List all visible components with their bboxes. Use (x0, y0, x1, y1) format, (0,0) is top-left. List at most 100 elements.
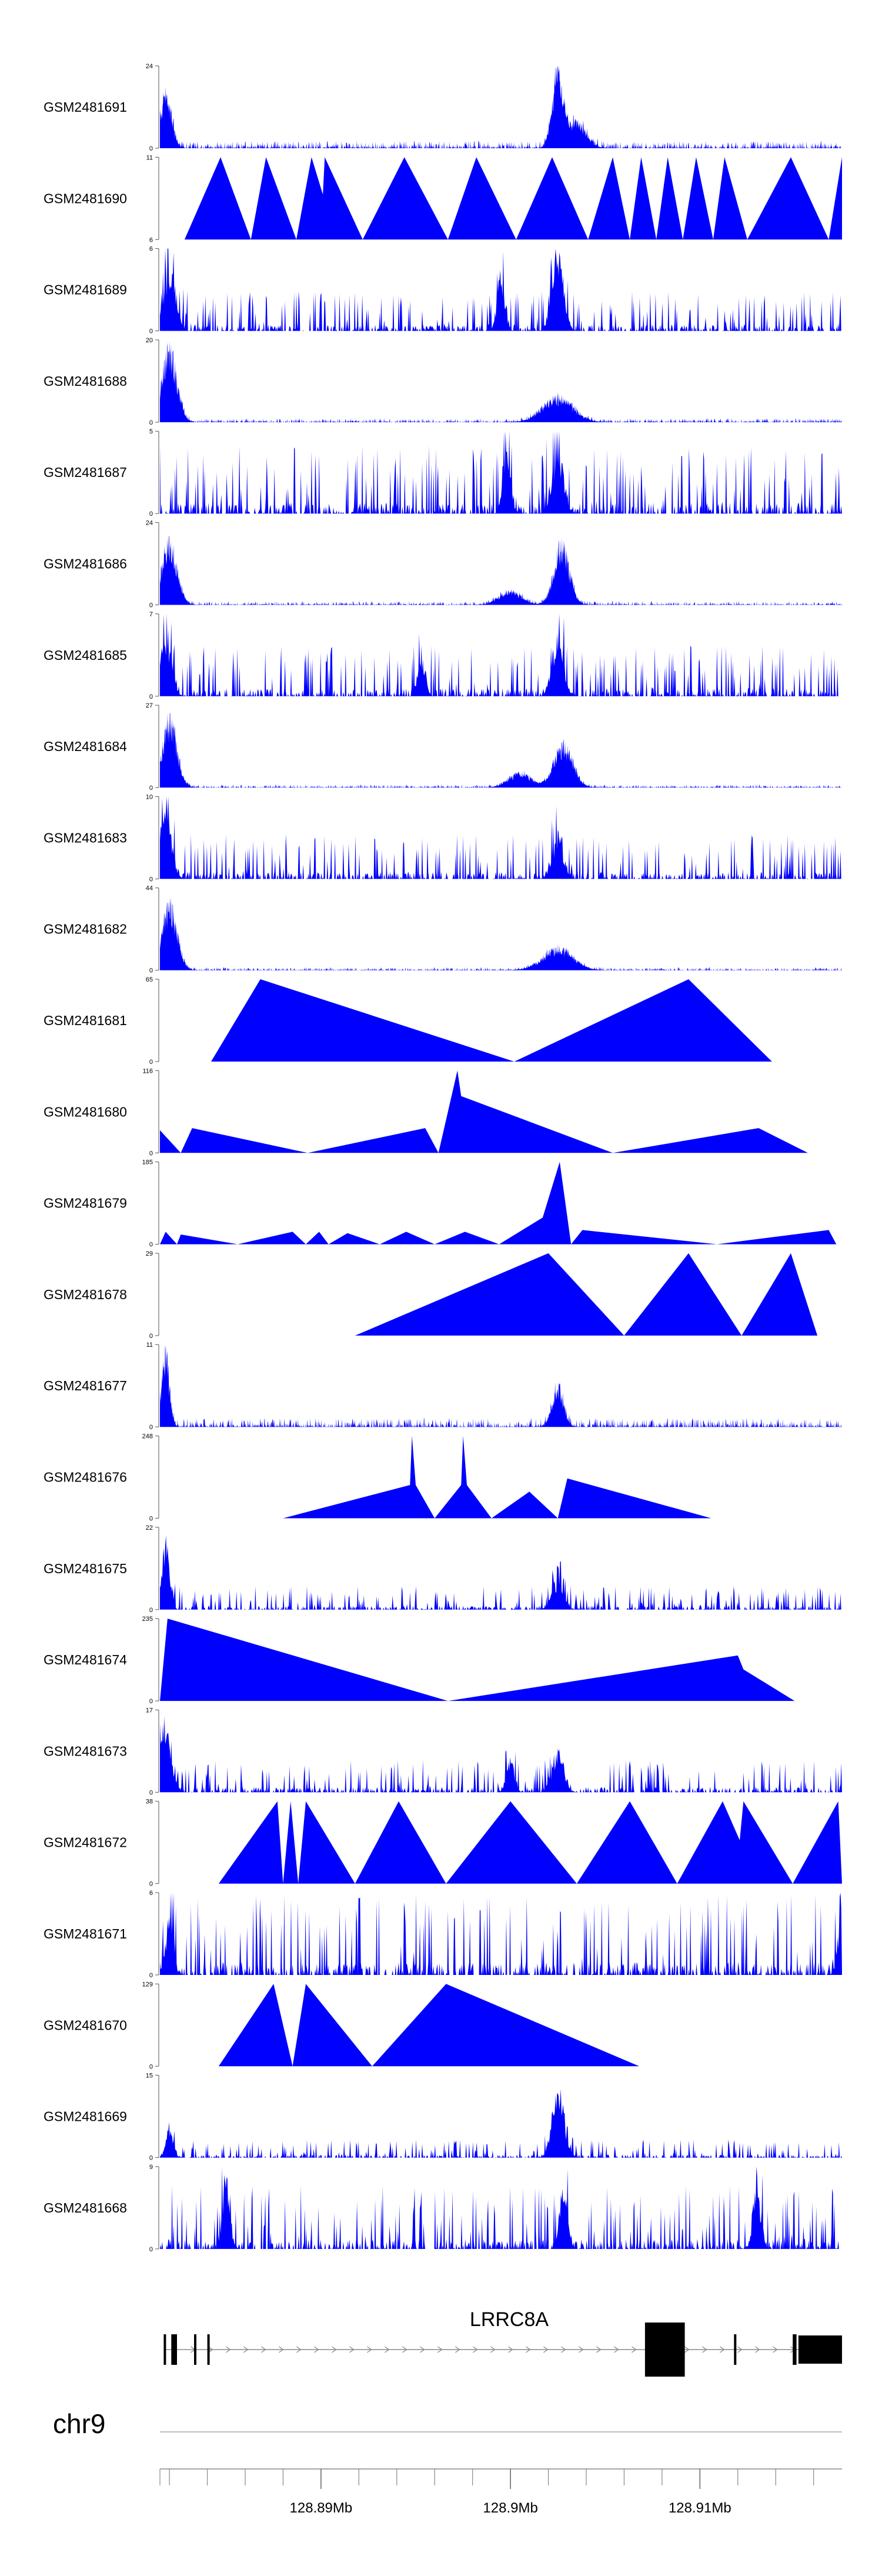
track-GSM2481671: GSM2481671 6 0 (44, 1890, 842, 1979)
coverage-area (160, 341, 842, 422)
exon (644, 2323, 685, 2377)
strand-arrow (543, 2346, 549, 2353)
exon (171, 2334, 177, 2365)
track-GSM2481686: GSM2481686 24 0 (44, 520, 842, 609)
track-label: GSM2481673 (44, 1743, 127, 1759)
track-GSM2481690: GSM2481690 11 6 (44, 154, 842, 243)
track-label: GSM2481689 (44, 282, 127, 298)
strand-arrow (720, 2346, 725, 2353)
y-max-label: 22 (146, 1524, 153, 1531)
coverage-area (160, 1619, 795, 1701)
y-min-label: 0 (149, 1516, 153, 1523)
track-GSM2481679: GSM2481679 185 0 (44, 1159, 837, 1249)
track-GSM2481668: GSM2481668 9 0 (44, 2164, 842, 2253)
track-GSM2481683: GSM2481683 10 0 (44, 793, 842, 883)
track-label: GSM2481682 (44, 922, 127, 937)
track-GSM2481675: GSM2481675 22 0 (44, 1524, 842, 1614)
y-max-label: 65 (146, 976, 153, 983)
track-label: GSM2481683 (44, 830, 127, 845)
track-GSM2481688: GSM2481688 20 0 (44, 337, 842, 426)
gene-model (163, 2323, 842, 2377)
y-min-label: 0 (149, 876, 153, 883)
y-max-label: 129 (142, 1981, 153, 1988)
coverage-area (160, 1893, 842, 1975)
y-max-label: 38 (146, 1798, 153, 1806)
strand-arrow (526, 2346, 531, 2353)
genome-axis: chr9 128.89Mb 128.9Mb 128.91Mb (53, 2408, 842, 2516)
track-GSM2481672: GSM2481672 38 0 (44, 1798, 842, 1888)
track-label: GSM2481677 (44, 1378, 127, 1393)
coverage-area (160, 1070, 808, 1153)
y-min-label: 0 (149, 1333, 153, 1340)
track-GSM2481687: GSM2481687 5 0 (44, 428, 842, 518)
strand-arrow (579, 2346, 584, 2353)
track-GSM2481685: GSM2481685 7 0 (44, 611, 842, 700)
y-max-label: 248 (142, 1433, 153, 1440)
strand-arrow (314, 2346, 319, 2353)
track-GSM2481681: GSM2481681 65 0 (44, 976, 772, 1066)
strand-arrow (296, 2346, 302, 2353)
exon (798, 2335, 842, 2364)
track-GSM2481676: GSM2481676 248 0 (44, 1433, 711, 1523)
y-min-label: 0 (149, 1242, 153, 1249)
strand-arrow (332, 2346, 337, 2353)
track-GSM2481670: GSM2481670 129 0 (44, 1981, 640, 2070)
coverage-area (218, 1801, 842, 1884)
y-max-label: 24 (146, 63, 153, 70)
coverage-tracks: GSM2481691240GSM2481690116GSM248168960GS… (44, 63, 842, 2253)
y-min-label: 0 (149, 1150, 153, 1157)
y-min-label: 6 (149, 236, 153, 243)
strand-arrow (561, 2346, 566, 2353)
y-max-label: 116 (142, 1067, 153, 1075)
strand-arrow (402, 2346, 407, 2353)
y-min-label: 0 (149, 145, 153, 152)
y-max-label: 17 (146, 1707, 153, 1714)
coverage-area (160, 796, 842, 879)
y-min-label: 0 (149, 1424, 153, 1431)
coverage-area (160, 431, 842, 514)
strand-arrow (490, 2346, 496, 2353)
y-max-label: 11 (146, 1342, 153, 1349)
y-min-label: 0 (149, 1972, 153, 1979)
y-min-label: 0 (149, 510, 153, 518)
y-min-label: 0 (149, 1881, 153, 1888)
y-max-label: 9 (149, 2164, 153, 2171)
strand-arrow (473, 2346, 478, 2353)
strand-arrow (243, 2346, 249, 2353)
track-label: GSM2481684 (44, 739, 127, 754)
coverage-area (211, 979, 772, 1062)
strand-arrow (455, 2346, 460, 2353)
strand-arrow (420, 2346, 425, 2353)
axis-marks: 128.89Mb 128.9Mb 128.91Mb (159, 2431, 842, 2516)
coverage-area (283, 1436, 711, 1519)
coverage-area (160, 2166, 842, 2249)
y-min-label: 0 (149, 1789, 153, 1796)
coverage-area (160, 613, 842, 696)
y-min-label: 0 (149, 1059, 153, 1066)
strand-arrow (632, 2346, 637, 2353)
coverage-area (160, 897, 842, 970)
strand-arrow (208, 2346, 213, 2353)
strand-arrow (773, 2346, 778, 2353)
track-label: GSM2481670 (44, 2017, 127, 2033)
track-label: GSM2481686 (44, 556, 127, 572)
track-label: GSM2481679 (44, 1196, 127, 1211)
track-GSM2481673: GSM2481673 17 0 (44, 1707, 842, 1796)
track-label: GSM2481690 (44, 191, 127, 206)
track-GSM2481669: GSM2481669 15 0 (44, 2073, 842, 2162)
exon (163, 2334, 166, 2365)
exon (207, 2334, 210, 2365)
y-min-label: 0 (149, 693, 153, 700)
track-GSM2481684: GSM2481684 27 0 (44, 702, 842, 792)
chromosome-label: chr9 (53, 2408, 105, 2439)
y-max-label: 24 (146, 520, 153, 527)
coverage-area (160, 1345, 842, 1427)
coverage-area (218, 1984, 640, 2067)
strand-arrow (614, 2346, 619, 2353)
strand-arrow (596, 2346, 602, 2353)
track-GSM2481680: GSM2481680 116 0 (44, 1067, 808, 1157)
strand-arrow (226, 2346, 231, 2353)
strand-arrow (684, 2346, 690, 2353)
track-label: GSM2481680 (44, 1104, 127, 1119)
